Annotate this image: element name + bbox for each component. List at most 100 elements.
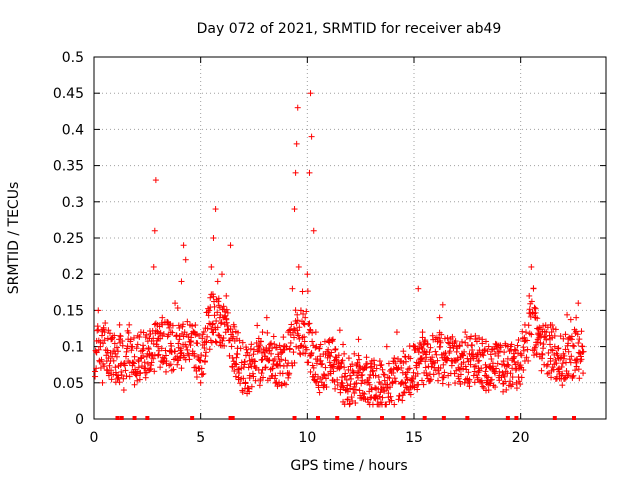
data-point xyxy=(268,350,275,357)
data-point xyxy=(229,364,236,371)
data-point xyxy=(143,353,150,360)
data-point xyxy=(242,379,249,386)
data-point xyxy=(131,353,138,360)
data-point xyxy=(193,373,200,380)
data-point xyxy=(438,331,445,338)
data-point xyxy=(391,375,398,382)
data-point xyxy=(423,372,430,379)
data-point xyxy=(296,335,303,342)
y-tick-label: 0.1 xyxy=(62,340,84,356)
data-point xyxy=(520,344,527,351)
y-tick-label: 0.15 xyxy=(53,303,84,319)
data-point xyxy=(549,322,556,329)
data-point xyxy=(135,356,142,363)
y-tick-label: 0.4 xyxy=(62,122,84,138)
data-point xyxy=(120,387,127,394)
data-point xyxy=(410,369,417,376)
data-point xyxy=(376,393,383,400)
data-point xyxy=(168,342,175,349)
data-point xyxy=(254,348,261,355)
data-point xyxy=(197,357,204,364)
data-point xyxy=(174,361,181,368)
data-point xyxy=(520,347,527,354)
data-point xyxy=(570,372,577,379)
data-point xyxy=(306,320,313,327)
data-point xyxy=(392,378,399,385)
data-point xyxy=(339,357,346,364)
data-point xyxy=(152,177,159,184)
data-point xyxy=(484,348,491,355)
data-point xyxy=(286,370,293,377)
data-point xyxy=(518,374,525,381)
data-point xyxy=(368,363,375,370)
data-point xyxy=(389,378,396,385)
data-point xyxy=(399,397,406,404)
data-point xyxy=(463,334,470,341)
data-point xyxy=(239,389,246,396)
data-point xyxy=(567,359,574,366)
data-point xyxy=(126,373,133,380)
data-point xyxy=(257,338,264,345)
data-point xyxy=(537,339,544,346)
data-point xyxy=(388,397,395,404)
data-point xyxy=(210,235,217,241)
data-point xyxy=(436,335,443,342)
data-point xyxy=(166,324,173,331)
data-point xyxy=(344,396,351,403)
data-point xyxy=(111,340,118,347)
data-point xyxy=(559,382,566,389)
data-point xyxy=(236,337,243,344)
data-point xyxy=(278,350,285,357)
data-point xyxy=(217,320,224,327)
chart-title: Day 072 of 2021, SRMTID for receiver ab4… xyxy=(197,21,502,37)
data-point xyxy=(99,332,105,339)
data-point xyxy=(562,331,569,338)
data-point xyxy=(370,372,377,379)
data-point xyxy=(375,374,382,381)
data-point xyxy=(323,384,330,391)
data-point xyxy=(426,349,433,356)
data-point xyxy=(177,345,184,352)
data-point xyxy=(528,331,535,338)
data-point xyxy=(482,361,489,368)
data-point xyxy=(443,356,450,363)
data-point xyxy=(131,334,137,341)
data-point xyxy=(185,352,192,359)
data-point xyxy=(109,335,116,342)
data-point xyxy=(180,242,187,249)
data-point xyxy=(465,378,472,385)
data-point xyxy=(325,346,332,353)
zero-marker xyxy=(514,416,519,420)
data-point xyxy=(308,349,315,356)
y-tick-label: 0.25 xyxy=(53,231,84,247)
data-point xyxy=(396,392,403,399)
data-point xyxy=(344,396,351,403)
data-point xyxy=(309,329,316,336)
data-point xyxy=(559,360,566,367)
data-point xyxy=(295,332,302,339)
data-point xyxy=(212,338,219,345)
data-point xyxy=(358,372,365,379)
data-point xyxy=(277,362,284,369)
data-point xyxy=(224,322,231,329)
data-point xyxy=(318,361,325,368)
zero-marker xyxy=(119,416,124,420)
data-point xyxy=(271,356,278,363)
data-point xyxy=(300,310,307,317)
data-point xyxy=(134,377,141,384)
data-point xyxy=(286,345,293,352)
zero-marker xyxy=(552,416,557,420)
data-point xyxy=(211,303,218,310)
data-point xyxy=(397,358,404,365)
data-point xyxy=(148,359,155,366)
data-point xyxy=(272,380,279,387)
data-point xyxy=(185,333,192,340)
data-point xyxy=(383,401,390,408)
data-point xyxy=(231,368,238,375)
data-point xyxy=(319,374,326,381)
data-point xyxy=(110,357,117,364)
data-point xyxy=(344,382,351,389)
data-point xyxy=(488,376,495,383)
data-point xyxy=(526,292,533,299)
